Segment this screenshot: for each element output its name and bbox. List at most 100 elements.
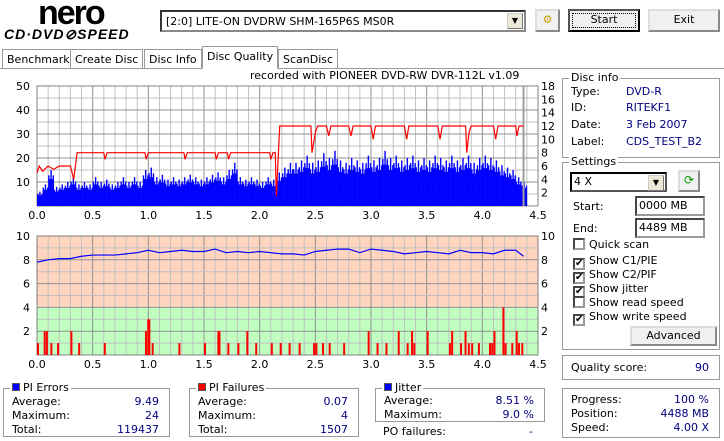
drive-select[interactable]: [2:0] LITE-ON DVDRW SHM-165P6S MS0R ▼ (160, 10, 526, 32)
checkbox-show-c2-pif[interactable]: ✔ Show C2/PIF (573, 268, 657, 284)
cd-dvd-speed-logo: CD·DVD⊘SPEED (4, 26, 130, 42)
pie-bar (408, 165, 411, 206)
pie-bar (447, 167, 450, 206)
pie-bar (287, 169, 289, 206)
pie-bar (454, 167, 456, 206)
pie-bar (409, 163, 412, 206)
pie-bar (178, 179, 180, 206)
pie-bar (208, 181, 210, 206)
pie-bar (290, 173, 293, 206)
checkbox-quick-scan[interactable]: Quick scan (573, 238, 649, 251)
progress-group: Progress: 100 % Position: 4488 MB Speed: 4.… (562, 388, 720, 438)
checkmark-icon[interactable]: ✔ (573, 314, 585, 326)
pie-bar (156, 177, 158, 206)
pie-bar (258, 183, 260, 206)
pie-bar (122, 177, 125, 206)
pie-bar (392, 165, 394, 206)
checkmark-icon[interactable]: ✔ (573, 272, 585, 284)
pie-bar (75, 187, 78, 206)
pie-bar (71, 184, 73, 206)
checkbox-box[interactable] (573, 238, 585, 250)
pie-bar (171, 184, 174, 206)
pie-bar (118, 188, 120, 206)
tab-create-disc[interactable]: Create Disc (70, 49, 144, 69)
x-tick-label: 4.0 (474, 358, 492, 371)
pie-bar (373, 160, 375, 206)
pie-bar (396, 168, 399, 206)
pie-bar (451, 155, 453, 206)
pif-bar (148, 319, 151, 355)
start-button[interactable]: Start (568, 9, 640, 32)
pie-bar (515, 181, 518, 206)
pie-bar (121, 184, 124, 206)
pie-bar (112, 189, 115, 206)
pie-bar (198, 183, 200, 206)
pie-bar (53, 189, 56, 206)
pie-bar (134, 184, 137, 206)
checkbox-show-write-speed[interactable]: ✔ Show write speed (573, 310, 687, 326)
pif-bar (313, 343, 316, 355)
checkbox-show-c1-pie[interactable]: ✔ Show C1/PIE (573, 254, 657, 270)
po-failures-value: - (529, 425, 533, 438)
pie-bar (485, 168, 488, 206)
pie-bar (340, 171, 343, 206)
advanced-button[interactable]: Advanced (630, 326, 717, 346)
pie-bar (248, 181, 250, 206)
chevron-down-icon[interactable]: ▼ (507, 13, 523, 29)
pie-bar (419, 167, 422, 206)
pie-bar (493, 167, 495, 206)
checkmark-icon[interactable]: ✔ (573, 258, 585, 270)
pie-bar (324, 166, 326, 206)
pie-bar (221, 184, 224, 206)
pie-bar (330, 165, 333, 206)
tab-disc-quality[interactable]: Disc Quality (202, 46, 279, 69)
pie-bar (428, 160, 431, 206)
pie-bar (317, 160, 319, 206)
pie-bar (471, 169, 473, 206)
tab-scandisc[interactable]: ScanDisc (278, 49, 339, 69)
tab-disc-info[interactable]: Disc Info (144, 49, 202, 69)
checkbox-box[interactable] (573, 296, 585, 308)
drive-info-button[interactable]: ⚙ (535, 9, 560, 32)
pie-bar (207, 184, 209, 206)
pie-bar (357, 171, 360, 206)
pie-bar (435, 168, 437, 206)
pie-bar (240, 184, 243, 206)
pie-bar (140, 188, 142, 206)
drive-select-value: [2:0] LITE-ON DVDRW SHM-165P6S MS0R (166, 15, 395, 28)
pie-bar (500, 175, 502, 206)
checkbox-label: Show C2/PIF (589, 268, 657, 281)
pie-bar (329, 170, 332, 206)
pie-bar (458, 167, 461, 206)
pie-bar (59, 187, 61, 206)
checkbox-show-read-speed[interactable]: Show read speed (573, 296, 684, 309)
pie-bar (339, 160, 342, 206)
pie-bar (274, 186, 276, 206)
start-input[interactable]: 0000 MB (635, 196, 705, 216)
id-label: ID: (571, 101, 587, 114)
pie-bar (328, 158, 331, 206)
pie-bar (465, 163, 468, 206)
pie-bar (346, 173, 348, 206)
exit-button[interactable]: Exit (648, 9, 720, 32)
pie-bar (301, 171, 304, 206)
max-label: Maximum: (12, 409, 70, 422)
checkbox-show-jitter[interactable]: ✔ Show jitter (573, 282, 648, 298)
pie-bar (165, 183, 167, 206)
chevron-down-icon[interactable]: ▼ (648, 175, 664, 191)
pie-bar (259, 185, 262, 206)
tab-benchmark[interactable]: Benchmark (2, 49, 75, 69)
refresh-button[interactable]: ⟳ (678, 170, 700, 192)
speed-select[interactable]: 4 X ▼ (570, 172, 667, 192)
pie-bar (384, 150, 386, 206)
pie-bar (427, 171, 430, 206)
y2-tick-label: 8 (541, 147, 548, 160)
pie-bar (123, 184, 126, 206)
jitter-avg-value: 8.51 % (495, 394, 534, 407)
end-input[interactable]: 4489 MB (635, 218, 705, 238)
pie-bar (176, 183, 178, 206)
pie-bar (338, 171, 341, 206)
pie-bar (138, 188, 140, 206)
pie-bar (286, 173, 288, 206)
pie-bar (199, 186, 201, 206)
